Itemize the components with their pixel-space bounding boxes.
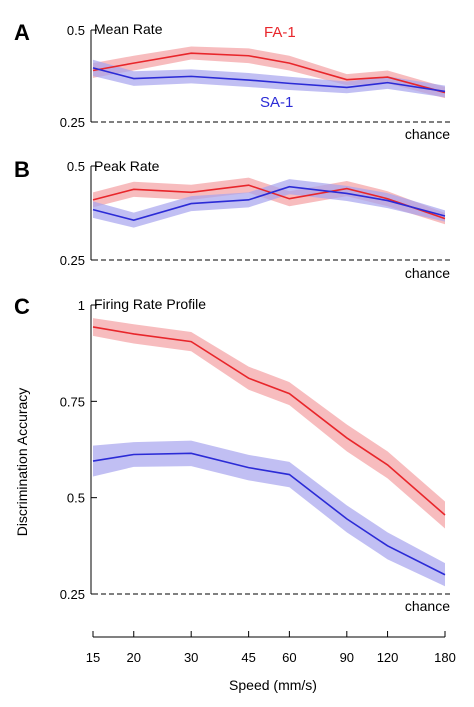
panel-b-y-tick-label: 0.5 [67,159,85,174]
panel-c-y-tick-label: 0.5 [67,491,85,506]
panel-c-letter: C [14,294,30,319]
panel-a-y-tick-label: 0.25 [60,115,85,130]
panel-a-fa-line [92,52,446,94]
x-tick-label: 20 [127,650,141,665]
panel-a-letter: A [14,20,30,45]
panel-b-letter: B [14,157,30,182]
panel-c-title: Firing Rate Profile [94,296,206,312]
series-label-sa-1: SA-1 [260,94,293,111]
y-axis-label: Discrimination Accuracy [14,388,30,537]
panel-a-sa-line [92,67,446,93]
panel-a-chance-label: chance [405,126,450,142]
panel-c: C Firing Rate Profile 0.25 0.5 0.75 1 chanc… [14,294,450,614]
x-tick-label: 120 [377,650,399,665]
panel-b: B Peak Rate 0.25 0.5 chance [14,157,450,281]
x-tick-label: 60 [282,650,296,665]
panel-b-fa-line [92,184,446,220]
panel-b-plot: 0.25 0.5 [60,159,450,268]
panel-c-fa-band [93,318,445,529]
panel-c-sa-line [92,452,446,576]
panel-b-title: Peak Rate [94,158,160,174]
panel-a: A Mean Rate 0.25 0.5 chance FA-1 SA-1 [14,20,450,142]
x-tick-label: 45 [241,650,255,665]
panel-c-y-tick-label: 0.25 [60,587,85,602]
panel-c-y-tick-label: 0.75 [60,394,85,409]
panel-a-y-tick-label: 0.5 [67,23,85,38]
panel-c-fa-line [92,326,446,516]
panel-b-chance-label: chance [405,265,450,281]
panel-c-plot: 0.25 0.5 0.75 1 [60,298,450,602]
x-axis: 15 20 30 45 60 90 120 180 [86,631,456,665]
panel-c-chance-label: chance [405,598,450,614]
x-tick-label: 30 [184,650,198,665]
panel-b-sa-line [92,185,446,221]
panel-a-title: Mean Rate [94,21,163,37]
series-label-fa-1: FA-1 [264,24,296,41]
x-tick-label: 90 [340,650,354,665]
panel-a-sa-band [93,59,445,98]
x-tick-label: 180 [434,650,456,665]
x-axis-label: Speed (mm/s) [229,677,317,693]
panel-a-fa-band [93,46,445,99]
panel-b-y-tick-label: 0.25 [60,253,85,268]
panel-c-y-tick-label: 1 [78,298,85,313]
x-tick-label: 15 [86,650,100,665]
panel-a-plot: 0.25 0.5 [60,23,450,130]
